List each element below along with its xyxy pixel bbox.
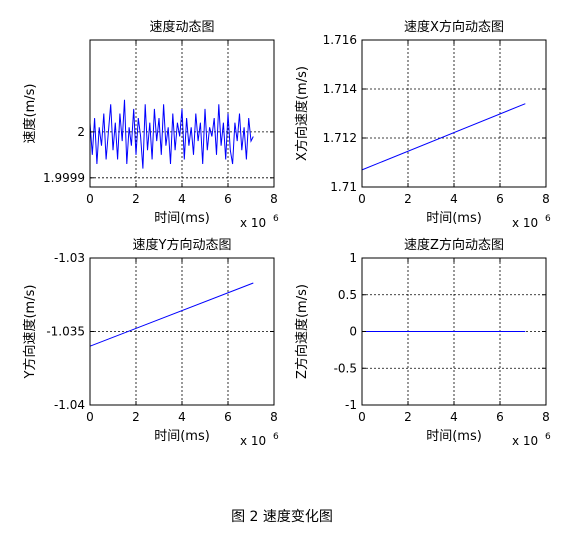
y-tick-label: 1 — [349, 251, 357, 265]
x-tick-label: 0 — [86, 410, 94, 424]
x-tick-label: 8 — [542, 192, 550, 206]
y-axis-label: Y方向速度(m/s) — [22, 285, 38, 380]
y-tick-label: 0 — [349, 325, 357, 339]
x-tick-label: 8 — [542, 410, 550, 424]
x-exponent-power: 6 — [545, 214, 551, 224]
x-tick-label: 2 — [404, 192, 412, 206]
x-tick-label: 0 — [358, 410, 366, 424]
x-tick-label: 6 — [224, 410, 232, 424]
series-line-1 — [89, 99, 254, 169]
x-tick-label: 2 — [404, 410, 412, 424]
y-axis-label: X方向速度(m/s) — [294, 66, 310, 161]
x-tick-label: 2 — [132, 410, 140, 424]
chart-title: 速度Y方向动态图 — [133, 237, 232, 253]
y-tick-label: 1.9999 — [43, 171, 85, 185]
x-axis-label: 时间(ms) — [154, 211, 210, 226]
y-axis-label: 速度(m/s) — [22, 84, 38, 144]
y-tick-label: -1.04 — [54, 398, 85, 412]
y-tick-label: -1 — [345, 398, 357, 412]
x-exponent-power: 6 — [545, 432, 551, 442]
x-exponent-base: x 10 — [512, 216, 538, 230]
y-tick-label: -1.035 — [46, 325, 85, 339]
y-tick-label: 0.5 — [338, 288, 357, 302]
x-tick-label: 6 — [496, 192, 504, 206]
x-tick-label: 6 — [224, 192, 232, 206]
x-tick-label: 8 — [270, 192, 278, 206]
x-tick-label: 0 — [86, 192, 94, 206]
figure-caption: 图 2 速度变化图 — [231, 509, 333, 525]
y-tick-label: -1.03 — [54, 251, 85, 265]
x-tick-label: 6 — [496, 410, 504, 424]
y-axis-label: Z方向速度(m/s) — [294, 284, 310, 379]
y-tick-label: -0.5 — [334, 361, 357, 375]
x-tick-label: 4 — [450, 410, 458, 424]
x-tick-label: 8 — [270, 410, 278, 424]
x-axis-label: 时间(ms) — [426, 211, 482, 226]
x-exponent-base: x 10 — [240, 216, 266, 230]
y-tick-label: 1.716 — [323, 33, 357, 47]
chart-title: 速度X方向动态图 — [404, 19, 504, 35]
y-tick-label: 1.71 — [330, 180, 357, 194]
x-exponent-power: 6 — [273, 432, 279, 442]
x-tick-label: 4 — [178, 192, 186, 206]
x-tick-label: 4 — [178, 410, 186, 424]
series-line-1 — [89, 282, 254, 347]
x-axis-label: 时间(ms) — [154, 429, 210, 444]
x-exponent-power: 6 — [273, 214, 279, 224]
x-tick-label: 0 — [358, 192, 366, 206]
x-tick-label: 2 — [132, 192, 140, 206]
x-tick-label: 4 — [450, 192, 458, 206]
chart-title: 速度Z方向动态图 — [404, 237, 504, 253]
y-tick-label: 1.712 — [323, 131, 357, 145]
x-exponent-base: x 10 — [240, 434, 266, 448]
x-axis-label: 时间(ms) — [426, 429, 482, 444]
series-line-1 — [361, 103, 526, 171]
chart-title: 速度动态图 — [149, 19, 214, 35]
x-exponent-base: x 10 — [512, 434, 538, 448]
y-tick-label: 2 — [77, 125, 85, 139]
y-tick-label: 1.714 — [323, 82, 357, 96]
